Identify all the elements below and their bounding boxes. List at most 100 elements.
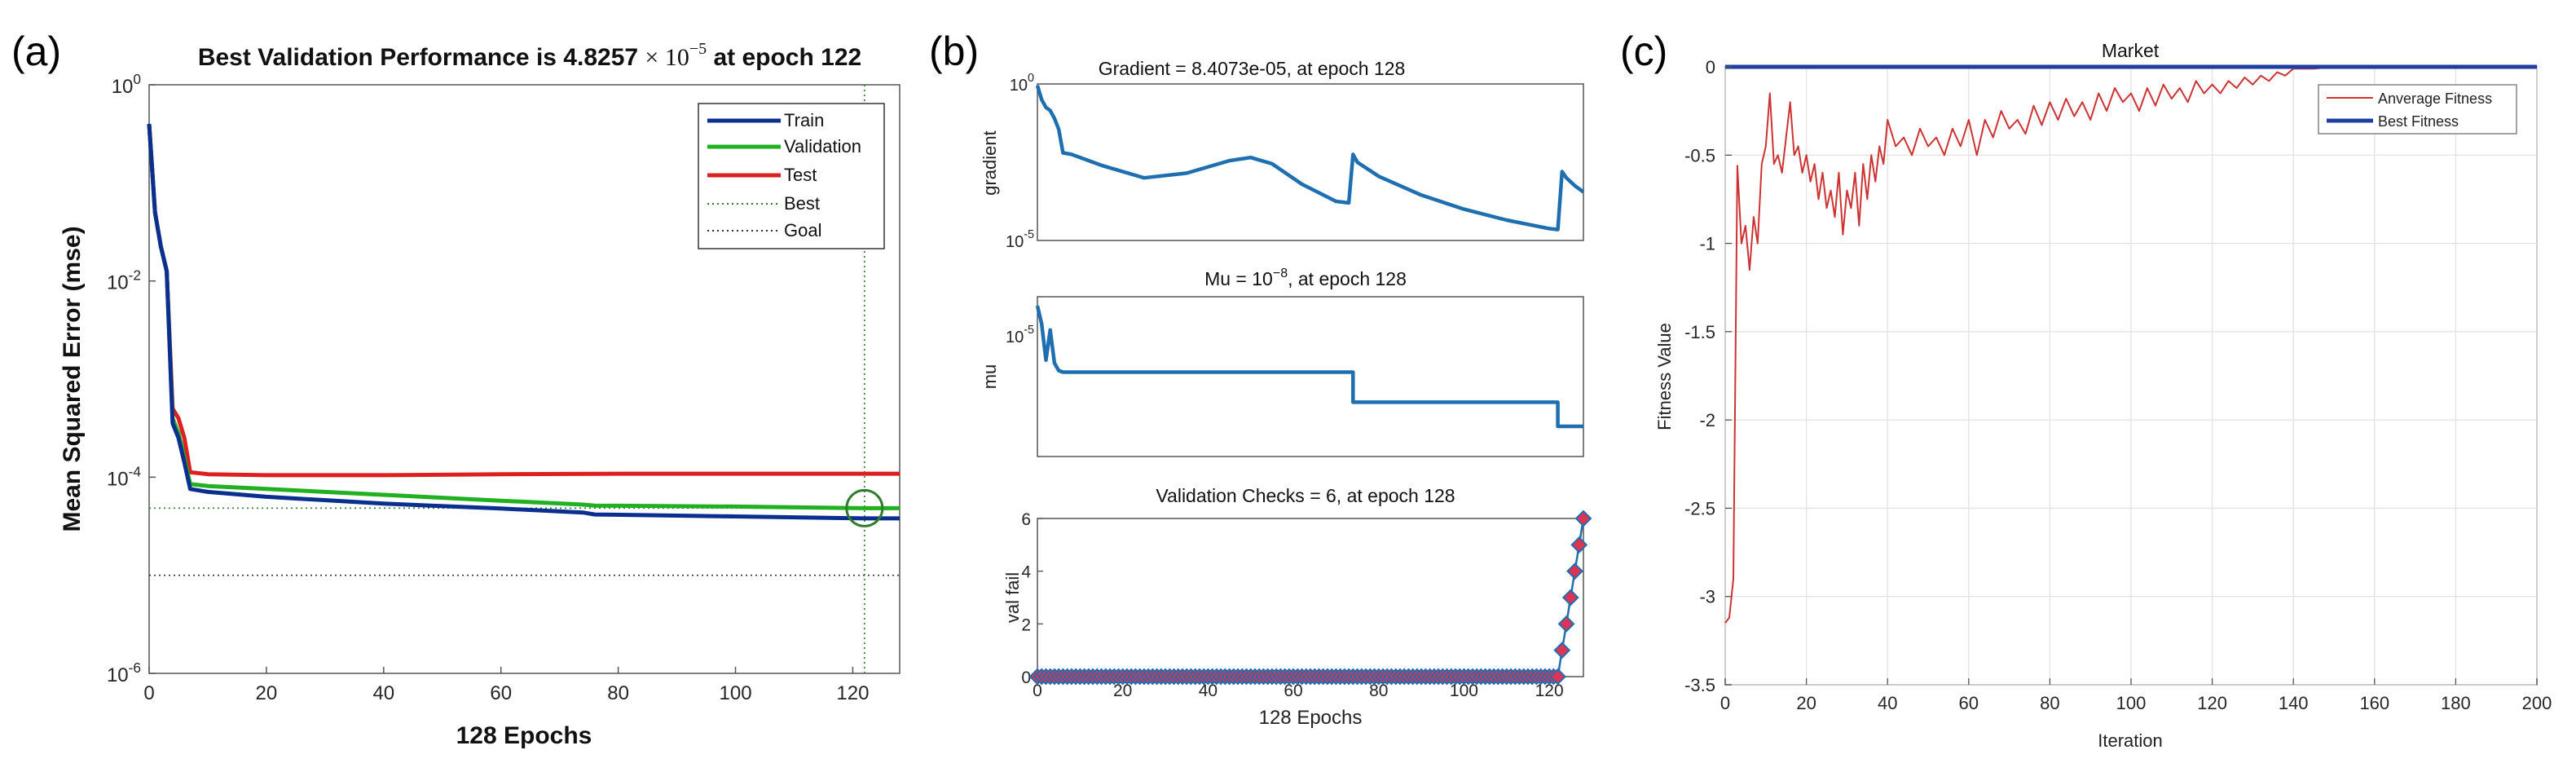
panel-c-xlabel: Iteration [2098, 730, 2163, 751]
x-tick-label: 20 [1113, 682, 1132, 700]
y-tick-label: 10-6 [107, 660, 141, 686]
panel-b3-ticks: 0 20 40 60 80 100 120 0 2 4 6 [1021, 510, 1563, 700]
x-tick-label: 200 [2522, 693, 2552, 713]
y-tick-label: 100 [112, 71, 141, 98]
legend-test: Test [784, 165, 817, 185]
panel-c-x-ticks: 0 20 40 60 80 100 120 140 160 180 200 [1720, 678, 2552, 713]
panel-b1-series [1035, 85, 1585, 232]
y-tick-label: 0 [1706, 57, 1715, 77]
x-tick-label: 100 [1450, 682, 1478, 700]
panel-b1-axes [1037, 83, 1584, 241]
panel-a-x-ticks: 0 20 40 60 80 100 120 [143, 667, 869, 704]
panel-a-title: Best Validation Performance is 4.8257 × … [198, 40, 861, 71]
panel-b2-axes [1037, 296, 1584, 457]
x-tick-label: 0 [1720, 693, 1730, 713]
y-tick-label: 10-5 [1006, 324, 1034, 346]
panel-c-title: Market [2102, 40, 2160, 61]
val-fail-point [1566, 562, 1583, 580]
panel-c-label: (c) [1620, 29, 1667, 74]
panel-a: (a) Best Validation Performance is 4.825… [11, 29, 900, 749]
y-tick-label: -2 [1699, 410, 1715, 430]
panel-b3-ylabel: val fail [1002, 572, 1023, 623]
panel-b1-y-ticks: 100 10-5 [1006, 72, 1034, 251]
x-tick-label: 140 [2279, 693, 2309, 713]
x-tick-label: 120 [1535, 682, 1564, 700]
x-tick-label: 100 [720, 682, 752, 704]
x-tick-label: 0 [1033, 682, 1042, 700]
panel-c-series [1724, 64, 2537, 624]
panel-a-series [147, 123, 900, 521]
x-tick-label: 120 [836, 682, 869, 704]
panel-c: (c) Market 0 20 40 60 80 100 120 140 160 180 200 0… [1620, 29, 2552, 751]
panel-a-title-suffix: at epoch 122 [707, 44, 861, 71]
panel-b: (b) Gradient = 8.4073e-05, at epoch 128 … [929, 29, 1592, 729]
y-tick-label: 10-4 [107, 463, 141, 490]
panel-a-best-marker [845, 488, 884, 527]
series-train [147, 123, 900, 521]
panel-b2-series [1035, 305, 1583, 429]
val-fail-point [1574, 510, 1592, 527]
x-tick-label: 180 [2441, 693, 2471, 713]
panel-b2-title: Mu = 10−8, at epoch 128 [1204, 267, 1407, 289]
x-tick-label: 80 [2040, 693, 2059, 713]
panel-b1-ylabel: gradient [980, 130, 1000, 196]
panel-a-title-prefix: Best Validation Performance is 4.8257 [198, 44, 645, 71]
panel-c-ylabel: Fitness Value [1654, 323, 1675, 430]
val-fail-point [1549, 668, 1567, 686]
x-tick-label: 40 [372, 682, 394, 704]
y-tick-label: -3 [1699, 587, 1715, 607]
panel-b3-title: Validation Checks = 6, at epoch 128 [1156, 485, 1455, 506]
x-tick-label: 80 [607, 682, 629, 704]
legend-train: Train [784, 110, 824, 130]
panel-a-y-ticks: 100 10-2 10-4 10-6 [107, 71, 156, 686]
panel-b1-title: Gradient = 8.4073e-05, at epoch 128 [1099, 58, 1406, 79]
y-tick-label: -3.5 [1684, 675, 1715, 695]
x-tick-label: 20 [256, 682, 278, 704]
panel-c-y-ticks: 0 -0.5 -1 -1.5 -2 -2.5 -3 -3.5 [1684, 57, 1732, 695]
panel-a-title-times: × 10 [645, 44, 689, 71]
panel-b2-ylabel: mu [980, 364, 1000, 390]
series-average-fitness [1724, 66, 2537, 624]
x-tick-label: 40 [1878, 693, 1897, 713]
y-tick-label: -1.5 [1684, 322, 1715, 342]
gradient-line [1035, 85, 1585, 232]
y-tick-label: -2.5 [1684, 498, 1715, 518]
val-fail-point [1570, 536, 1588, 554]
x-tick-label: 80 [1369, 682, 1388, 700]
panel-b3-series [1028, 510, 1592, 686]
panel-a-label: (a) [11, 29, 61, 74]
y-tick-label: 10-2 [107, 267, 141, 294]
x-tick-label: 100 [2116, 693, 2147, 713]
y-tick-label: -1 [1699, 234, 1715, 254]
panel-b2-title-exp: −8 [1273, 267, 1288, 280]
y-tick-label: 10-5 [1006, 228, 1034, 251]
legend-best-fitness: Best Fitness [2378, 113, 2459, 130]
x-tick-label: 60 [490, 682, 512, 704]
panel-a-title-exp: −5 [689, 40, 707, 58]
legend-goal: Goal [784, 220, 821, 240]
x-tick-label: 60 [1959, 693, 1979, 713]
val-fail-point [1553, 642, 1571, 660]
panel-b2-title-suffix: , at epoch 128 [1288, 268, 1407, 289]
panel-a-legend: Train Validation Test Best Goal [698, 103, 885, 249]
y-tick-label: -0.5 [1684, 145, 1715, 165]
panel-b-label: (b) [929, 29, 979, 74]
panel-b2-title-prefix: Mu = 10 [1204, 268, 1273, 289]
legend-best: Best [784, 193, 820, 214]
y-tick-label: 2 [1021, 615, 1031, 634]
panel-a-xlabel: 128 Epochs [456, 722, 592, 749]
panel-a-ylabel: Mean Squared Error (mse) [59, 226, 86, 532]
x-tick-label: 120 [2197, 693, 2227, 713]
mu-line [1035, 305, 1583, 429]
panel-b3-xlabel: 128 Epochs [1259, 707, 1363, 729]
legend-validation: Validation [784, 136, 861, 157]
val-fail-point [1557, 615, 1575, 633]
panel-b2-y-ticks: 10-5 [1006, 324, 1034, 346]
val-fail-point [1561, 589, 1579, 607]
x-tick-label: 60 [1284, 682, 1302, 700]
y-tick-label: 4 [1021, 563, 1031, 582]
y-tick-label: 100 [1010, 72, 1034, 95]
panel-c-legend: Anverage Fitness Best Fitness [2318, 84, 2517, 135]
x-tick-label: 0 [143, 682, 154, 704]
